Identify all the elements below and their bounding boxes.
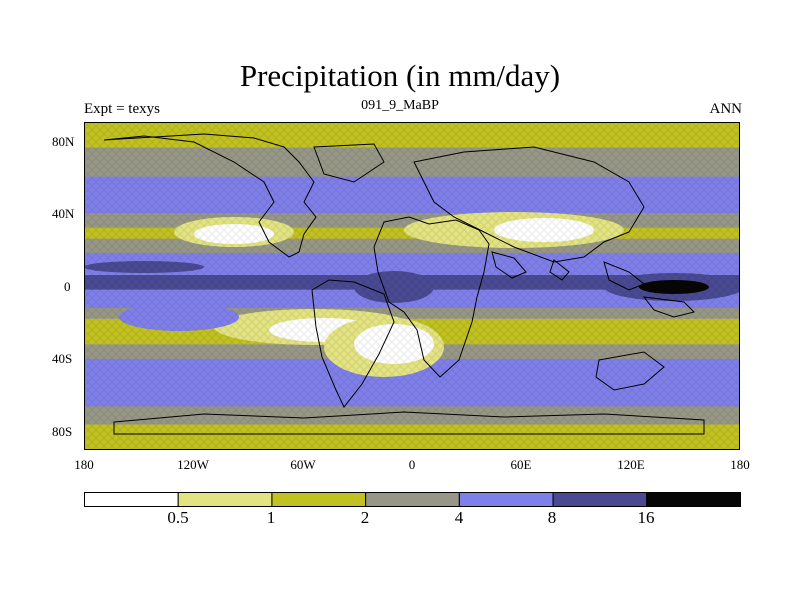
lon-tick-120w: 120W bbox=[177, 457, 209, 472]
colorbar-label-1: 1 bbox=[266, 508, 276, 527]
colorbar bbox=[84, 492, 741, 507]
map-frame bbox=[84, 122, 740, 450]
time-label: 091_9_MaBP bbox=[361, 98, 439, 113]
lon-tick-120e: 120E bbox=[617, 457, 645, 472]
colorbar-swatch bbox=[177, 492, 273, 507]
colorbar-swatch bbox=[84, 492, 179, 507]
lon-tick-0: 0 bbox=[408, 457, 416, 472]
colorbar-label-4: 4 bbox=[454, 508, 464, 527]
colorbar-swatch bbox=[365, 492, 460, 507]
colorbar-swatch bbox=[458, 492, 554, 507]
lon-tick-60w: 60W bbox=[290, 457, 316, 472]
precipitation-map bbox=[84, 122, 740, 450]
colorbar-swatch bbox=[646, 492, 741, 507]
colorbar-label-16: 16 bbox=[637, 508, 655, 527]
colorbar-swatch bbox=[552, 492, 648, 507]
lon-tick-60e: 60E bbox=[510, 457, 532, 472]
colorbar-label-8: 8 bbox=[547, 508, 557, 527]
colorbar-swatch bbox=[271, 492, 367, 507]
season-label: ANN bbox=[709, 101, 743, 117]
chart-title: Precipitation (in mm/day) bbox=[239, 58, 561, 93]
lat-tick-80n: 80N bbox=[52, 134, 75, 149]
colorbar-label-2: 2 bbox=[360, 508, 370, 527]
experiment-label: Expt = texys bbox=[84, 101, 160, 117]
lat-tick-40n: 40N bbox=[52, 206, 75, 221]
colorbar-label-0-5: 0.5 bbox=[167, 508, 189, 527]
lat-tick-40s: 40S bbox=[52, 351, 73, 366]
lat-tick-0: 0 bbox=[64, 279, 71, 294]
lon-tick-180w: 180 bbox=[74, 457, 94, 472]
coastlines bbox=[103, 133, 705, 435]
lon-tick-180e: 180 bbox=[730, 457, 750, 472]
lat-tick-80s: 80S bbox=[52, 424, 73, 439]
